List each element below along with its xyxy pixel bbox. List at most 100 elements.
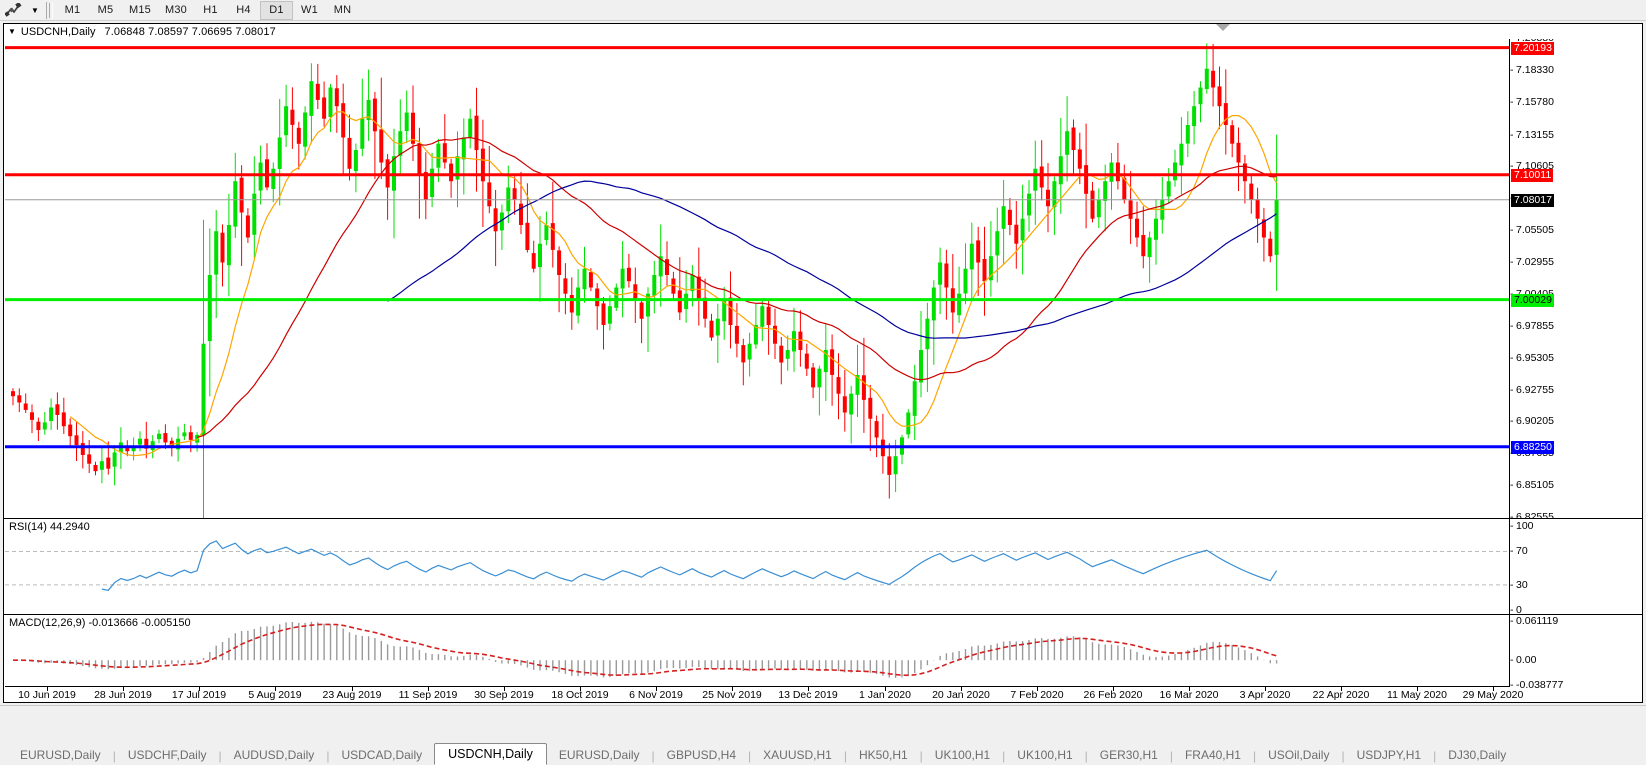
- price-badge-resistance-upper: 7.20193: [1511, 41, 1554, 55]
- price-tick: -6.92755: [1510, 383, 1554, 396]
- date-tick: [1341, 687, 1342, 691]
- date-label: 18 Oct 2019: [551, 689, 609, 701]
- date-label: 28 Jun 2019: [94, 689, 152, 701]
- price-badge-resistance-lower: 7.10011: [1511, 168, 1554, 182]
- date-tick: [961, 687, 962, 691]
- date-tick: [1189, 687, 1190, 691]
- tab-separator: |: [1002, 749, 1006, 763]
- date-tick: [275, 687, 276, 691]
- chart-tab-dj30-daily[interactable]: DJ30,Daily: [1436, 745, 1519, 765]
- date-label: 11 Sep 2019: [398, 689, 458, 701]
- tab-separator: |: [1169, 749, 1173, 763]
- price-tick: -6.95305: [1510, 351, 1554, 364]
- rsi-tick: -30: [1510, 578, 1528, 591]
- price-tick: -7.13155: [1510, 128, 1554, 141]
- tab-separator: |: [748, 749, 752, 763]
- chevron-down-icon[interactable]: ▼: [8, 27, 16, 36]
- tab-separator: |: [218, 749, 222, 763]
- date-tick: [732, 687, 733, 691]
- price-badge-current-price: 7.08017: [1511, 193, 1554, 207]
- price-badge-support-green: 7.00029: [1511, 293, 1554, 307]
- date-tick: [580, 687, 581, 691]
- date-label: 16 Mar 2020: [1159, 689, 1219, 701]
- date-tick: [352, 687, 353, 691]
- date-tick: [123, 687, 124, 691]
- price-scale[interactable]: -7.20880 -7.18330 -7.15780 -7.13155 -7.10605…: [1509, 39, 1642, 518]
- date-label: 5 Aug 2019: [248, 689, 302, 701]
- chart-tab-uk100-h1[interactable]: UK100,H1: [1005, 745, 1085, 765]
- chart-tab-fra40-h1[interactable]: FRA40,H1: [1172, 745, 1253, 765]
- chevron-down-icon[interactable]: ▼: [31, 5, 39, 15]
- timeframe-button-h4[interactable]: H4: [236, 4, 251, 16]
- chart-tab-usdjpy-h1[interactable]: USDJPY,H1: [1344, 745, 1434, 765]
- price-tick: -7.02955: [1510, 256, 1554, 269]
- chart-tab-usdcnh-daily[interactable]: USDCNH,Daily: [434, 743, 547, 765]
- toolbar-grip[interactable]: [46, 1, 53, 19]
- price-tick: -7.05505: [1510, 224, 1554, 237]
- chart-tab-usoil-daily[interactable]: USOil,Daily: [1256, 745, 1342, 765]
- price-badge-support-blue: 6.88250: [1511, 440, 1554, 454]
- chart-ohlc-values: 7.06848 7.08597 7.06695 7.08017: [104, 25, 276, 38]
- rsi-tick: -0: [1510, 604, 1522, 615]
- date-tick: [1113, 687, 1114, 691]
- chart-tab-usdchf-daily[interactable]: USDCHF,Daily: [115, 745, 219, 765]
- date-label: 13 Dec 2019: [778, 689, 838, 701]
- chart-tab-eurusd-daily[interactable]: EURUSD,Daily: [546, 745, 652, 765]
- chart-tab-bar: EURUSD,Daily | USDCHF,Daily | AUDUSD,Daily | U…: [0, 705, 1646, 765]
- price-tick: -6.82555: [1510, 511, 1554, 519]
- date-tick: [47, 687, 48, 691]
- timeframe-button-m30[interactable]: M30: [165, 4, 187, 16]
- timeframe-button-m1[interactable]: M1: [64, 4, 81, 16]
- timeframe-button-mn[interactable]: MN: [333, 4, 352, 16]
- date-tick: [1037, 687, 1038, 691]
- chart-tab-hk50-h1[interactable]: HK50,H1: [846, 745, 920, 765]
- date-label: 6 Nov 2019: [629, 689, 683, 701]
- macd-pane: MACD(12,26,9) -0.013666 -0.005150 -0.061…: [4, 614, 1642, 702]
- date-tick: [1417, 687, 1418, 691]
- rsi-tick: -70: [1510, 545, 1528, 558]
- tab-separator: |: [326, 749, 330, 763]
- chart-tab-xauusd-h1[interactable]: XAUUSD,H1: [751, 745, 844, 765]
- macd-plot-area[interactable]: [5, 615, 1510, 702]
- rsi-plot-area[interactable]: [5, 519, 1510, 614]
- chart-tab-eurusd-daily[interactable]: EURUSD,Daily: [8, 745, 113, 765]
- chart-tab-audusd-daily[interactable]: AUDUSD,Daily: [221, 745, 327, 765]
- date-tick: [504, 687, 505, 691]
- chart-symbol-label: USDCNH,Daily: [20, 25, 96, 38]
- indicators-icon[interactable]: [2, 1, 28, 20]
- chart-shift-marker[interactable]: [1216, 24, 1230, 31]
- macd-tick: -0.061119: [1510, 615, 1559, 627]
- timeframe-toolbar: ▼ M1 M5 M15 M30 H1 H4 D1 W1 MN: [0, 0, 1646, 21]
- date-label: 30 Sep 2019: [474, 689, 534, 701]
- price-tick: -6.90205: [1510, 415, 1554, 428]
- timeframe-button-w1[interactable]: W1: [301, 4, 318, 16]
- date-label: 26 Feb 2020: [1083, 689, 1143, 701]
- timeframe-button-m5[interactable]: M5: [97, 4, 114, 16]
- timeframe-buttons: M1 M5 M15 M30 H1 H4 D1 W1 MN: [56, 0, 359, 20]
- date-tick: [885, 687, 886, 691]
- price-plot-area[interactable]: [5, 39, 1510, 518]
- date-label: 17 Jul 2019: [171, 689, 227, 701]
- date-tick: [656, 687, 657, 691]
- chart-tab-ger30-h1[interactable]: GER30,H1: [1087, 745, 1170, 765]
- timeframe-button-m15[interactable]: M15: [129, 4, 151, 16]
- chart-header: ▼ USDCNH,Daily 7.06848 7.08597 7.06695 7…: [4, 24, 1642, 39]
- macd-scale: -0.061119 -0.00 - -0.038777: [1509, 615, 1642, 702]
- rsi-tick: -100: [1510, 520, 1534, 533]
- tab-separator: |: [112, 749, 116, 763]
- date-label: 23 Aug 2019: [322, 689, 382, 701]
- timeframe-button-h1[interactable]: H1: [203, 4, 218, 16]
- tab-separator: |: [1433, 749, 1437, 763]
- date-axis[interactable]: 10 Jun 2019 28 Jun 2019 17 Jul 2019 5 Aug 2…: [5, 686, 1523, 702]
- date-label: 10 Jun 2019: [18, 689, 76, 701]
- chart-tab-gbpusd-h4[interactable]: GBPUSD,H4: [654, 745, 749, 765]
- chart-window: ▼ USDCNH,Daily 7.06848 7.08597 7.06695 7…: [3, 23, 1643, 703]
- date-label: 3 Apr 2020: [1239, 689, 1291, 701]
- price-tick: -7.10605: [1510, 160, 1554, 173]
- tab-separator: |: [843, 749, 847, 763]
- chart-tab-uk100-h1[interactable]: UK100,H1: [922, 745, 1003, 765]
- chart-tab-usdcad-daily[interactable]: USDCAD,Daily: [329, 745, 435, 765]
- price-tick: -7.15780: [1510, 95, 1554, 108]
- date-tick: [428, 687, 429, 691]
- timeframe-button-d1[interactable]: D1: [260, 0, 293, 20]
